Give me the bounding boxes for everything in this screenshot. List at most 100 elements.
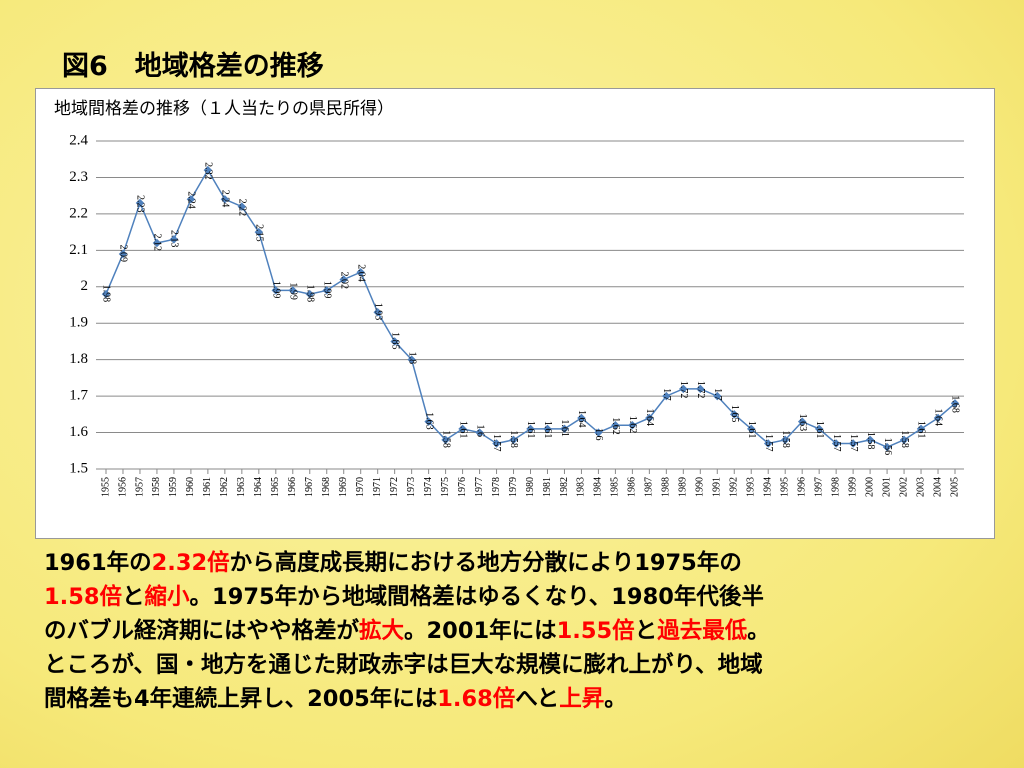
x-tick-label: 1988 (661, 477, 672, 497)
data-point (475, 428, 484, 437)
text-run: のバブル経済期にはやや格差が (44, 618, 360, 644)
slide-title: 図6 地域格差の推移 (62, 51, 324, 82)
x-tick-label: 2002 (898, 477, 909, 497)
text-run: 1.58倍 (44, 584, 123, 610)
data-point (577, 413, 586, 423)
data-point (831, 439, 841, 448)
x-tick-label: 1971 (372, 477, 383, 497)
data-label: 1.61 (916, 421, 927, 439)
data-point (611, 421, 620, 430)
data-point (390, 337, 399, 346)
text-run: 1.55倍 (556, 618, 635, 644)
text-run: と (122, 584, 145, 610)
x-tick-label: 2005 (949, 477, 960, 497)
data-label: 1.68 (950, 395, 961, 413)
x-tick-label: 1974 (423, 477, 434, 497)
data-label: 1.61 (746, 421, 757, 439)
y-tick-label: 1.5 (69, 460, 88, 476)
data-label: 1.65 (729, 405, 740, 423)
data-point (237, 202, 247, 211)
body-line: のバブル経済期にはやや格差が拡大。2001年には1.55倍と過去最低。 (44, 614, 770, 648)
x-tick-label: 1995 (779, 477, 790, 497)
y-tick-label: 2.4 (69, 132, 88, 148)
data-point (492, 439, 501, 448)
data-label: 1.7 (712, 388, 723, 401)
data-point (916, 424, 926, 434)
data-label: 2.12 (152, 234, 163, 252)
data-point (543, 424, 552, 434)
text-run: 1.68倍 (437, 686, 516, 712)
data-label: 2.15 (254, 224, 265, 242)
x-tick-label: 1999 (847, 477, 858, 497)
data-label: 1.56 (882, 438, 893, 456)
x-tick-label: 1968 (321, 477, 332, 497)
data-label: 1.61 (542, 421, 553, 439)
data-label: 2.13 (169, 230, 180, 248)
x-tick-label: 1986 (627, 477, 638, 497)
text-run: 2.32倍 (151, 550, 230, 576)
body-text: 1961年の2.32倍から高度成長期における地方分散により1975年の 1.58倍… (44, 546, 770, 716)
data-label: 2.24 (186, 191, 197, 209)
body-line: ところが、国・地方を通じた財政赤字は巨大な規模に膨れ上がり、地域 (44, 648, 770, 682)
data-point (339, 275, 348, 284)
data-label: 1.99 (287, 282, 298, 300)
x-tick-label: 1973 (406, 477, 417, 497)
data-label: 1.62 (610, 417, 621, 435)
data-point (373, 308, 382, 317)
data-label: 2.02 (338, 271, 349, 289)
data-point (305, 289, 315, 299)
data-label: 1.93 (372, 303, 383, 321)
data-point (899, 435, 909, 445)
data-label: 1.61 (457, 421, 468, 439)
y-tick-label: 2.2 (69, 205, 88, 221)
x-tick-label: 1993 (746, 477, 757, 497)
data-point (407, 355, 416, 364)
y-tick-label: 2.1 (69, 242, 88, 258)
data-point (679, 384, 688, 394)
x-tick-label: 1976 (457, 477, 468, 497)
data-label: 1.57 (831, 434, 842, 452)
data-point (441, 435, 450, 445)
x-tick-label: 1980 (525, 477, 536, 497)
x-tick-label: 1957 (134, 477, 145, 497)
data-point (560, 424, 569, 434)
x-tick-label: 1979 (508, 477, 519, 497)
data-point (594, 428, 603, 437)
x-tick-label: 1970 (355, 477, 366, 497)
data-point (220, 195, 230, 204)
data-point (356, 267, 365, 277)
data-point (696, 384, 705, 394)
data-label: 2.24 (220, 190, 231, 208)
data-point (288, 286, 298, 295)
data-label: 1.64 (644, 408, 655, 426)
data-point (797, 417, 807, 426)
data-point (763, 439, 773, 448)
data-point (526, 424, 535, 434)
data-label: 1.61 (525, 421, 536, 439)
y-tick-label: 2 (81, 278, 89, 294)
data-label: 1.6 (593, 428, 604, 441)
y-tick-label: 1.6 (69, 424, 88, 440)
data-point (101, 289, 111, 299)
x-tick-label: 1961 (202, 477, 213, 497)
x-tick-label: 1982 (559, 477, 570, 497)
data-point (424, 417, 433, 426)
data-point (645, 413, 654, 423)
data-label: 1.98 (101, 285, 112, 303)
y-tick-label: 1.7 (69, 388, 88, 404)
x-tick-label: 1989 (678, 477, 689, 497)
data-label: 1.8 (406, 352, 417, 365)
x-tick-label: 1998 (830, 477, 841, 497)
chart-title: 地域間格差の推移（１人当たりの県民所得） (54, 99, 394, 118)
text-run: から高度成長期における地方分散により1975年の (229, 550, 742, 576)
data-label: 1.61 (814, 421, 825, 439)
data-point (458, 424, 467, 434)
data-point (814, 424, 824, 434)
data-point (950, 399, 960, 408)
data-point (203, 165, 213, 175)
x-tick-label: 1959 (168, 477, 179, 497)
text-run: 拡大 (359, 618, 405, 644)
data-label: 1.64 (933, 408, 944, 426)
data-label: 1.85 (389, 332, 400, 350)
text-run: 1961年の (44, 550, 152, 576)
